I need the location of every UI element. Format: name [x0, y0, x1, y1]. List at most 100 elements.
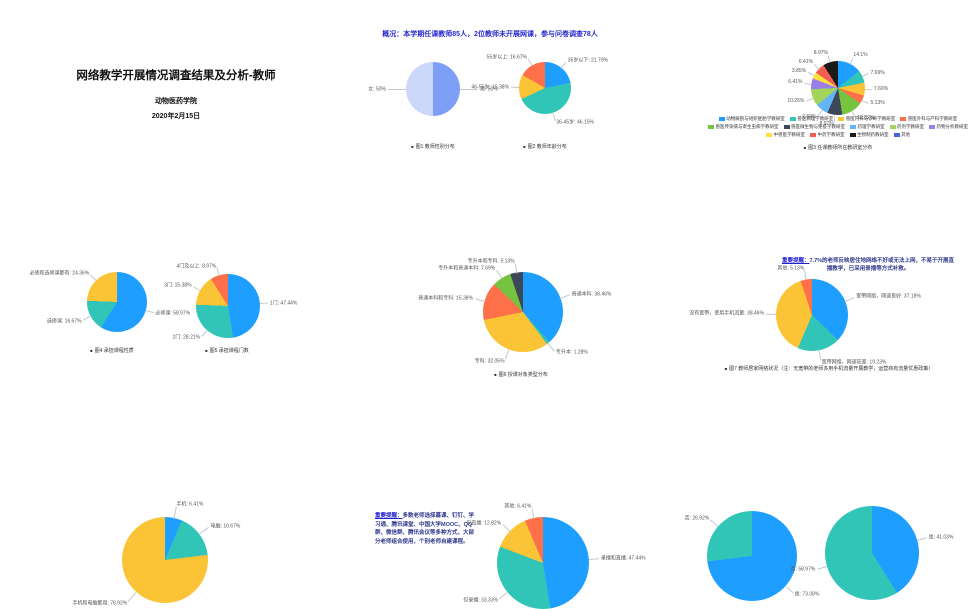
legend-color-chip [890, 125, 896, 129]
pie-slice-label: 是: 41.03% [929, 533, 954, 540]
leader-line [388, 89, 406, 90]
question-yes-no-left-pie [707, 511, 797, 601]
leader-line [193, 286, 200, 291]
chart-caption-gender: ■ 图1 教师性别分布 [411, 143, 455, 150]
leader-line [710, 520, 718, 527]
legend-label: 兽医病理学教研室 [797, 116, 833, 122]
legend-color-chip [790, 117, 796, 121]
caption-bullet-icon: ■ [725, 367, 727, 371]
leader-line [561, 62, 567, 69]
caption-text: 图6 授课对象类型分布 [499, 371, 548, 378]
course-type-pie [87, 272, 147, 332]
home-network-pie-chart: 宽带网络，网速良好: 37.18%宽带网络，网速较差: 19.23%没有宽带，使… [0, 0, 968, 565]
deck-date: 2020年2月15日 [152, 111, 200, 121]
legend-color-chip [784, 125, 790, 129]
pie-slice-label: 2门: 28.21% [173, 334, 201, 341]
leader-line [553, 113, 556, 121]
pie-slice-label: 手机: 6.41% [176, 501, 203, 508]
chart-caption-course-count: ■ 图5 承担课程门数 [205, 347, 249, 354]
pie-slice-label: 电脑: 16.67% [211, 522, 241, 529]
course-count-pie-chart: 1门: 47.44% 2门: 28.21% 3门: 15.38% 4门及以上: 8.9… [0, 0, 968, 565]
leader-line [819, 351, 822, 361]
pie-slice-label: 4门及以上: 8.97% [177, 262, 217, 269]
student-type-pie-chart: 普通本科: 38.46%专升本: 1.28%专科: 32.05%普通本科和专科:… [0, 0, 968, 565]
leader-line [804, 83, 811, 85]
legend-label: 其他 [901, 132, 910, 138]
pie-slice-label: 没有宽带，使用手机流量: 38.46% [689, 310, 764, 317]
legend-item: 兽医内科与诊断学教研室 [838, 116, 895, 122]
pie-slice-label: 必修和选修课都有: 24.36% [30, 270, 90, 277]
network-note: 重要提醒：7.7%的老师反映居住地网络不好或无法上网，不易于开展直播教学，已采用… [780, 258, 956, 274]
pie-slice-label: 专升本和专科: 5.13% [468, 257, 515, 264]
leader-line [201, 330, 207, 337]
leader-line [589, 558, 599, 560]
leader-line [216, 268, 219, 276]
chart-caption-course-type: ■ 图4 承担课程性质 [90, 347, 134, 354]
legend-item: 动物解剖与组织胚胎学教研室 [719, 116, 785, 122]
course-type-pie-chart: 必修课: 58.97%选修课: 16.67%必修和选修课都有: 24.36% [0, 0, 968, 565]
pie-slice-label: 3门: 15.38% [164, 281, 192, 288]
network-note-body: 7.7%的老师反映居住地网络不好或无法上网，不易于开展直播教学，已采用录播等方式… [809, 258, 954, 272]
leader-line [845, 297, 855, 302]
legend-label: 兽医内科与诊断学教研室 [846, 116, 896, 122]
legend-color-chip [900, 117, 906, 121]
teaching-department-pie [811, 61, 865, 115]
pie-slice-label: 36-45岁: 46.15% [556, 119, 594, 126]
chart-caption-age: ■ 图2 教师年龄分布 [523, 143, 567, 150]
pie-slice-label: 10.26% [787, 98, 804, 104]
pie-slice-label: 专升本: 1.28% [556, 349, 588, 356]
legend-label: 中兽医学教研室 [774, 132, 806, 138]
pie-slice-label: 必修课: 58.97% [155, 310, 190, 317]
leader-line [528, 59, 533, 66]
pie-slice-label: 46-55岁: 15.38% [471, 83, 509, 90]
leader-line [828, 56, 831, 63]
legend-item: 生物制药教研室 [850, 132, 889, 138]
leader-line [865, 89, 872, 90]
pie-slice-label: 8.97% [814, 50, 828, 56]
legend-item: 药理学教研室 [850, 124, 885, 130]
pie-slice-label: 6.41% [799, 59, 813, 65]
legend-color-chip [708, 125, 714, 129]
caption-bullet-icon: ■ [205, 349, 207, 353]
department-pie-chart: 14.1%7.69%7.69%5.13%12.82%8.97%7.69%10.2… [0, 0, 968, 565]
leader-line [917, 537, 927, 541]
pie-slice-label: 专升本和普通本科: 7.69% [438, 265, 495, 272]
leader-line [862, 100, 869, 104]
pie-slice-label: 否: 26.92% [685, 515, 710, 522]
legend-color-chip [850, 125, 856, 129]
pie-slice-label: 专科: 32.05% [475, 357, 505, 364]
leader-line [199, 527, 209, 535]
leader-line [766, 313, 776, 314]
legend-item: 兽医病理学教研室 [790, 116, 834, 122]
legend-color-chip [719, 117, 725, 121]
slide-grid: 网络教学开展情况调查结果及分析-教师 动物医药学院 2020年2月15日 概况：… [0, 0, 968, 565]
legend-label: 兽医传染病与寄生虫病学教研室 [716, 124, 779, 130]
leader-line [173, 507, 176, 519]
legend-label: 药剂学教研室 [897, 124, 924, 130]
caption-text: 图2 教师年龄分布 [528, 143, 567, 150]
leader-line [808, 72, 815, 76]
teacher-gender-pie [406, 62, 460, 116]
leader-line [499, 592, 507, 599]
leader-line [514, 263, 517, 273]
leader-line [146, 310, 154, 313]
legend-color-chip [894, 133, 900, 137]
leader-line [849, 58, 853, 65]
caption-bullet-icon: ■ [804, 146, 806, 150]
pie-slice-label: 其他: 6.41% [504, 503, 531, 510]
leader-line [502, 524, 510, 532]
legend-item: 中兽医学教研室 [766, 132, 805, 138]
home-network-pie [776, 279, 848, 351]
age-pie-chart: 35岁以下: 21.79%36-45岁: 46.15%46-55岁: 15.38… [0, 0, 968, 565]
caption-text: 图3 任课教师所在教研室分布 [808, 144, 872, 151]
deck-title: 网络教学开展情况调查结果及分析-教师 [76, 67, 275, 83]
leader-line [548, 343, 555, 351]
leader-line [505, 350, 509, 360]
caption-text: 图1 教师性别分布 [416, 143, 455, 150]
leader-line [128, 592, 137, 602]
pie-slice-label: 1门: 47.44% [270, 299, 298, 306]
legend-label: 兽医微生物与免疫学教研室 [791, 124, 845, 130]
leader-line [90, 275, 96, 281]
leader-line [475, 298, 485, 302]
chart-caption-home-network: ■ 图7 教师居家网络状况（注：无宽带的老师多用手机流量开展教学，运营商有流量优… [725, 365, 934, 372]
